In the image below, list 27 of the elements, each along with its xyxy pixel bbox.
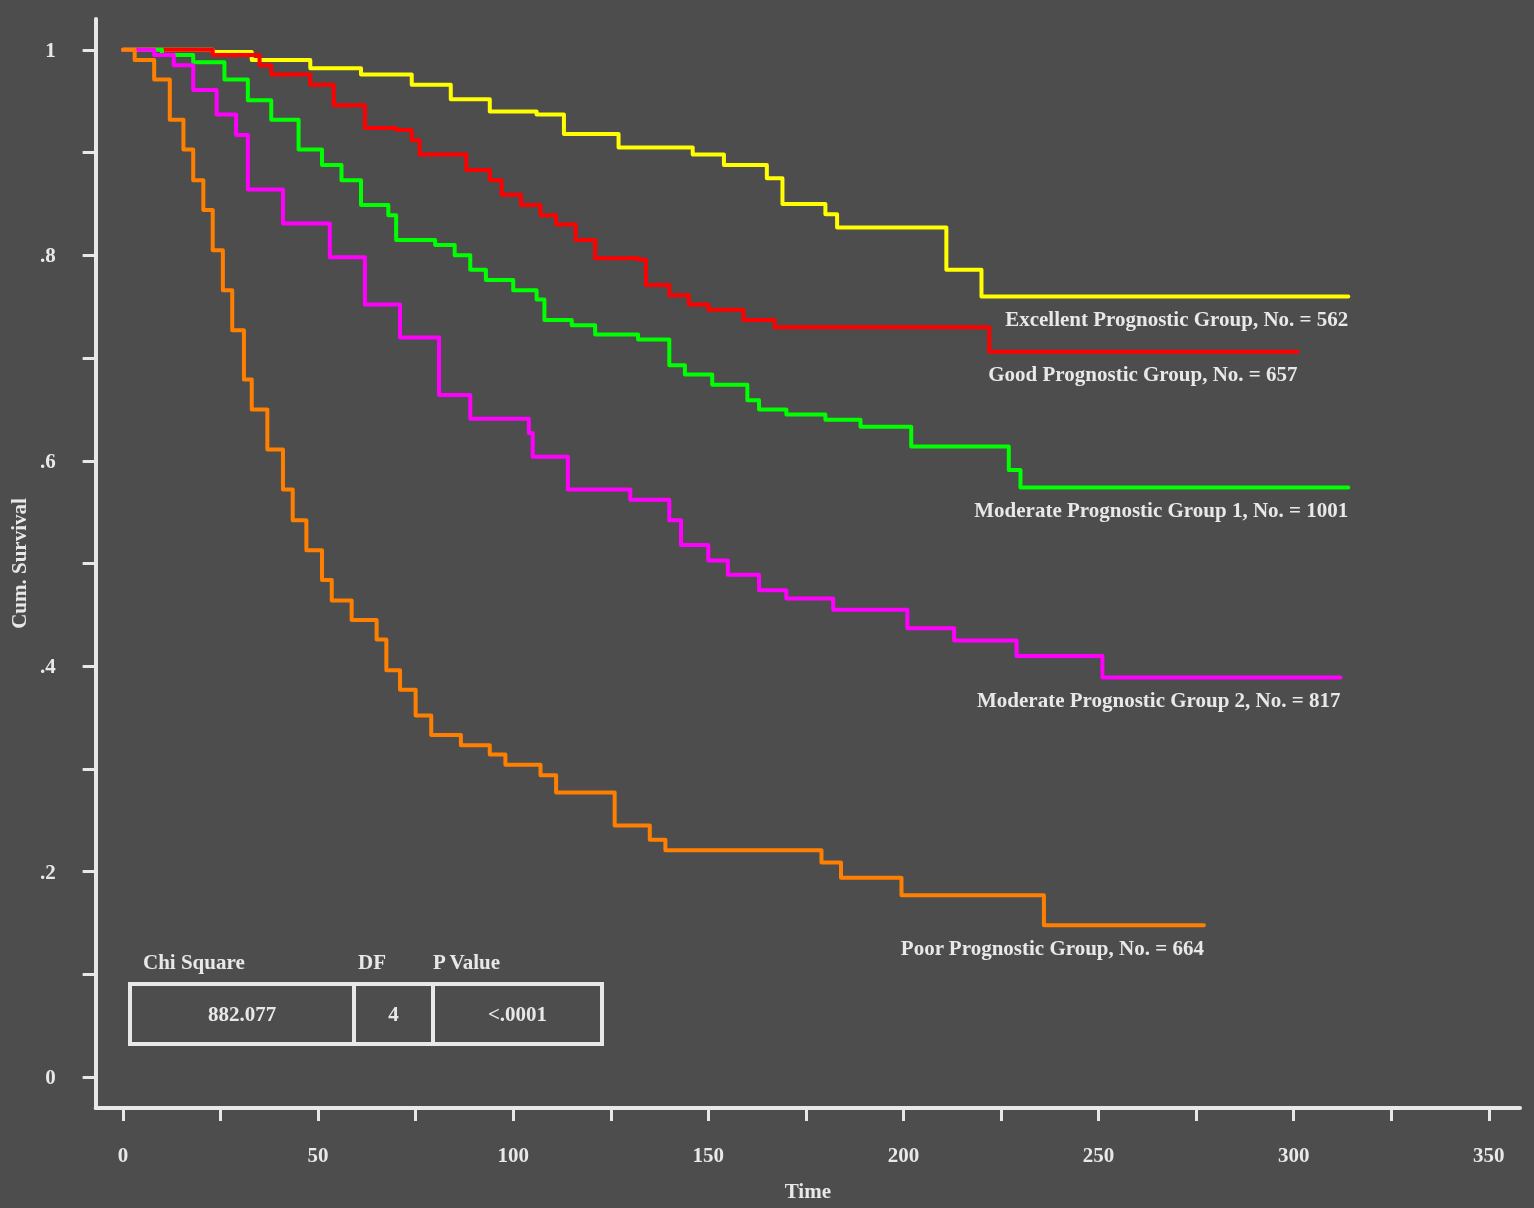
y-axis-title: Cum. Survival xyxy=(6,497,31,629)
series-label: Moderate Prognostic Group 1, No. = 1001 xyxy=(974,497,1349,522)
series-label: Good Prognostic Group, No. = 657 xyxy=(988,362,1298,387)
x-tick-label: 200 xyxy=(887,1142,920,1167)
annotation: Chi Square xyxy=(143,950,245,975)
annotation: <.0001 xyxy=(486,1000,549,1028)
y-tick-label: .6 xyxy=(39,448,56,473)
y-tick-label: 1 xyxy=(45,37,56,62)
x-axis-title: Time xyxy=(784,1178,831,1203)
annotation: 4 xyxy=(356,986,435,1042)
x-tick-label: 100 xyxy=(497,1142,529,1167)
series-label: Moderate Prognostic Group 2, No. = 817 xyxy=(976,688,1341,713)
annotation: 882.077 xyxy=(132,986,356,1042)
x-tick-label: 350 xyxy=(1473,1142,1505,1167)
x-tick-label: 150 xyxy=(692,1142,725,1167)
annotation: P Value xyxy=(433,950,501,975)
y-tick-label: .8 xyxy=(39,243,56,268)
y-tick-label: .2 xyxy=(39,859,56,884)
series-label: Excellent Prognostic Group, No. = 562 xyxy=(1005,306,1349,331)
annotation: DF xyxy=(358,950,386,975)
y-tick-label: 0 xyxy=(45,1065,56,1090)
series-label: Poor Prognostic Group, No. = 664 xyxy=(900,935,1205,960)
y-tick-label: .4 xyxy=(39,654,57,679)
x-tick-label: 300 xyxy=(1277,1142,1310,1167)
x-tick-label: 50 xyxy=(307,1142,329,1167)
x-tick-label: 250 xyxy=(1082,1142,1115,1167)
x-tick-label: 0 xyxy=(117,1142,129,1167)
